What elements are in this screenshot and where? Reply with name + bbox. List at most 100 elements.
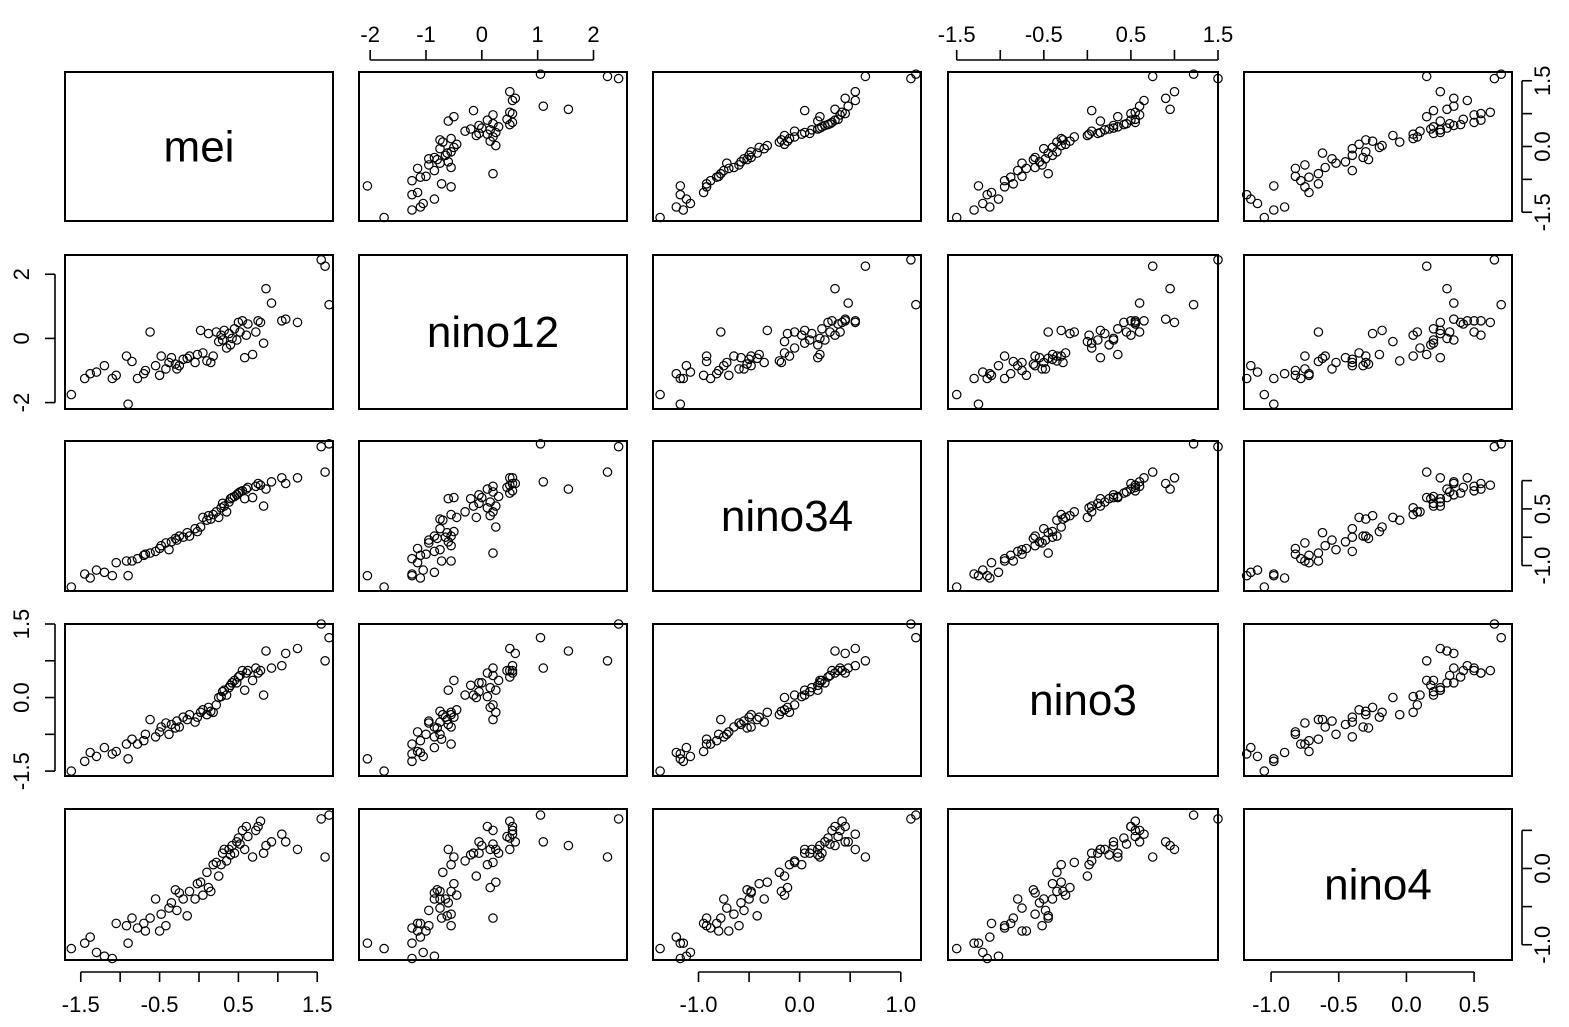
data-point — [1241, 749, 1252, 759]
data-point — [161, 718, 171, 728]
axis-tick-label: -0.5 — [1025, 22, 1063, 47]
data-point — [1043, 548, 1053, 558]
data-point — [1086, 848, 1097, 858]
data-point — [362, 181, 373, 191]
data-point — [488, 168, 498, 179]
data-point — [698, 918, 709, 929]
data-point — [412, 163, 423, 174]
data-point — [833, 831, 843, 842]
data-point — [507, 660, 518, 671]
data-point — [850, 86, 861, 97]
data-point — [241, 821, 252, 832]
data-point — [969, 205, 979, 215]
data-point — [1449, 677, 1459, 688]
data-point — [1030, 152, 1040, 163]
panel-nino12-nino12 — [358, 254, 628, 410]
data-point — [685, 751, 696, 762]
data-point — [1160, 478, 1171, 489]
data-point — [1388, 130, 1398, 141]
data-point — [784, 351, 795, 361]
data-point — [840, 668, 850, 678]
data-point — [127, 556, 137, 566]
data-point — [986, 370, 997, 381]
data-point — [1485, 317, 1496, 328]
data-point — [804, 335, 815, 345]
data-point — [1363, 533, 1374, 544]
data-point — [986, 918, 997, 929]
data-point — [490, 522, 501, 532]
data-point — [1028, 533, 1039, 544]
data-point — [969, 373, 979, 384]
data-point — [324, 299, 334, 310]
data-point — [602, 71, 613, 82]
data-point — [830, 646, 840, 656]
data-point — [415, 172, 426, 182]
data-point — [423, 154, 434, 164]
data-point — [407, 953, 417, 964]
data-point — [504, 472, 515, 483]
data-point — [1121, 839, 1132, 849]
data-point — [911, 632, 921, 643]
data-point — [850, 317, 861, 328]
data-point — [1252, 198, 1263, 209]
data-point — [440, 894, 451, 904]
data-point — [1476, 478, 1486, 489]
data-point — [779, 336, 790, 347]
data-point — [1331, 544, 1341, 555]
data-point — [1358, 531, 1368, 541]
data-point — [449, 852, 459, 862]
data-point — [1347, 165, 1358, 176]
data-point — [232, 335, 242, 345]
data-point — [830, 840, 840, 851]
data-point — [681, 360, 692, 371]
data-point — [1435, 317, 1446, 328]
data-point — [1086, 856, 1097, 866]
data-point — [1188, 438, 1199, 449]
data-point — [1347, 546, 1358, 557]
data-point — [253, 821, 263, 832]
data-point — [488, 825, 498, 836]
data-point — [789, 700, 800, 710]
data-point — [208, 351, 218, 361]
data-point — [446, 162, 456, 173]
data-point — [320, 852, 330, 862]
data-point — [535, 69, 546, 79]
data-point — [681, 951, 692, 961]
data-point — [1095, 116, 1106, 126]
data-point — [806, 682, 817, 693]
data-point — [734, 718, 744, 728]
data-point — [701, 913, 712, 923]
data-point — [1469, 665, 1479, 676]
data-point — [1408, 691, 1418, 702]
data-point — [1095, 493, 1106, 504]
data-point — [227, 333, 237, 344]
data-point — [1347, 712, 1358, 722]
data-point — [1421, 261, 1432, 271]
data-point — [774, 356, 785, 366]
data-point — [1358, 722, 1368, 732]
data-point — [1435, 116, 1446, 126]
data-point — [280, 836, 291, 847]
data-point — [1100, 125, 1110, 135]
data-point — [121, 920, 132, 931]
data-point — [1126, 330, 1136, 340]
data-point — [837, 816, 847, 826]
data-point — [488, 548, 498, 558]
data-point — [815, 349, 825, 360]
data-point — [449, 878, 459, 889]
data-point — [675, 749, 686, 759]
data-point — [292, 472, 303, 483]
data-point — [429, 531, 440, 541]
data-point — [984, 573, 995, 583]
data-point — [507, 478, 518, 489]
data-point — [1279, 747, 1290, 758]
data-point — [860, 71, 871, 82]
data-point — [1113, 323, 1123, 334]
data-point — [1086, 501, 1097, 511]
axis-tick-label: -0.5 — [1320, 992, 1358, 1017]
data-point — [446, 739, 456, 749]
data-point — [1058, 514, 1068, 524]
data-point — [1428, 338, 1439, 348]
data-point — [1476, 315, 1486, 326]
data-point — [407, 205, 417, 215]
